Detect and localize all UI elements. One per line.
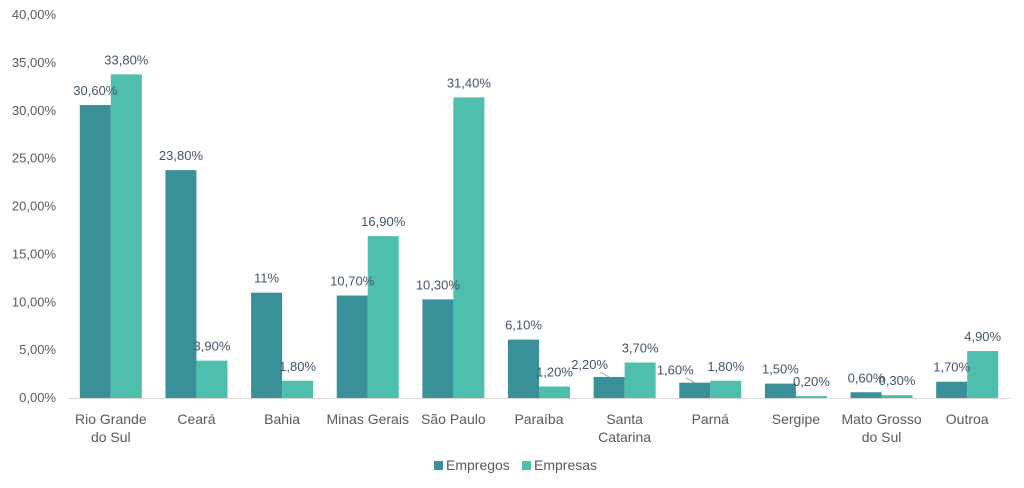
- data-label-empresas: 16,90%: [361, 214, 406, 229]
- data-labels: 30,60% 33,80% 23,80% 3,90% 11% 1,80% 10,70% 16,…: [73, 52, 1001, 389]
- bar-empregos: [251, 292, 283, 398]
- data-label-empregos: 10,30%: [416, 277, 461, 292]
- bar-empresas: [624, 362, 656, 398]
- bar-empregos: [79, 105, 111, 398]
- y-axis: 0,00% 5,00% 10,00% 15,00% 20,00% 25,00% 30,00%…: [12, 7, 57, 405]
- y-tick-label: 40,00%: [12, 7, 57, 22]
- data-label-empregos: 1,50%: [762, 362, 799, 377]
- category-label: Minas Gerais: [326, 411, 408, 427]
- category-label: Outroa: [946, 411, 989, 427]
- data-label-empresas: 1,20%: [536, 365, 573, 380]
- data-label-empresas: 3,70%: [622, 341, 659, 356]
- legend-swatch-empresas: [522, 461, 531, 470]
- bar-empresas: [881, 395, 913, 398]
- data-label-empregos: 2,20%: [571, 357, 608, 372]
- bar-empregos: [336, 295, 368, 398]
- category-label: Santa Catarina: [598, 411, 651, 445]
- label-leader-line: [685, 377, 696, 384]
- data-label-empresas: 0,30%: [879, 373, 916, 388]
- bars: [79, 74, 999, 399]
- data-label-empresas: 1,80%: [279, 359, 316, 374]
- data-label-empresas: 4,90%: [964, 329, 1001, 344]
- bar-empresas: [710, 380, 742, 398]
- data-label-empresas: 0,20%: [793, 374, 830, 389]
- data-label-empresas: 33,80%: [104, 52, 149, 67]
- bar-empregos: [508, 339, 539, 398]
- bar-empregos: [593, 376, 625, 398]
- category-label: Rio Grande do Sul: [75, 411, 147, 445]
- data-label-empresas: 3,90%: [194, 339, 231, 354]
- category-label: Ceará: [177, 411, 215, 427]
- data-label-empregos: 30,60%: [73, 83, 118, 98]
- bar-empresas: [967, 351, 999, 398]
- category-label: Mato Grosso do Sul: [841, 411, 921, 445]
- bar-empregos: [936, 381, 968, 398]
- data-label-empregos: 6,10%: [505, 318, 542, 333]
- data-label-empresas: 1,80%: [707, 359, 744, 374]
- bar-empregos: [764, 383, 796, 398]
- bar-empresas: [539, 386, 570, 398]
- data-label-empregos: 1,70%: [933, 360, 970, 375]
- data-label-empregos: 1,60%: [657, 363, 694, 378]
- legend-label-empregos: Empregos: [446, 457, 510, 473]
- bar-empregos: [422, 299, 454, 398]
- bar-empresas: [795, 396, 827, 398]
- data-label-empregos: 11%: [254, 271, 279, 286]
- category-label: Sergipe: [772, 411, 820, 427]
- y-tick-label: 20,00%: [12, 199, 57, 214]
- y-tick-label: 10,00%: [12, 294, 57, 309]
- category-label: Parná: [692, 411, 730, 427]
- legend: Empregos Empresas: [434, 457, 597, 473]
- category-label: Paraíba: [514, 411, 563, 427]
- bar-empresas: [453, 97, 485, 398]
- category-label: Bahia: [264, 411, 300, 427]
- data-label-empregos: 0,60%: [848, 370, 885, 385]
- y-tick-label: 25,00%: [12, 151, 57, 166]
- y-tick-label: 0,00%: [19, 390, 56, 405]
- bar-empresas: [367, 236, 399, 398]
- legend-label-empresas: Empresas: [534, 457, 597, 473]
- bar-empregos: [850, 392, 882, 398]
- bar-empregos: [165, 170, 197, 398]
- y-tick-label: 5,00%: [19, 342, 56, 357]
- label-leader-line: [599, 371, 610, 378]
- bar-empresas: [282, 380, 314, 398]
- data-label-empregos: 10,70%: [330, 274, 375, 289]
- data-label-empresas: 31,40%: [447, 75, 492, 90]
- x-axis: Rio Grande do Sul Ceará Bahia Minas Gerais Sã…: [68, 398, 1010, 445]
- bar-empresas: [196, 360, 228, 398]
- y-tick-label: 30,00%: [12, 103, 57, 118]
- y-tick-label: 35,00%: [12, 55, 57, 70]
- data-label-empregos: 23,80%: [159, 148, 204, 163]
- bar-empregos: [679, 382, 711, 398]
- category-label: São Paulo: [421, 411, 486, 427]
- y-tick-label: 15,00%: [12, 246, 57, 261]
- bar-empresas: [110, 74, 142, 399]
- legend-swatch-empregos: [434, 461, 443, 470]
